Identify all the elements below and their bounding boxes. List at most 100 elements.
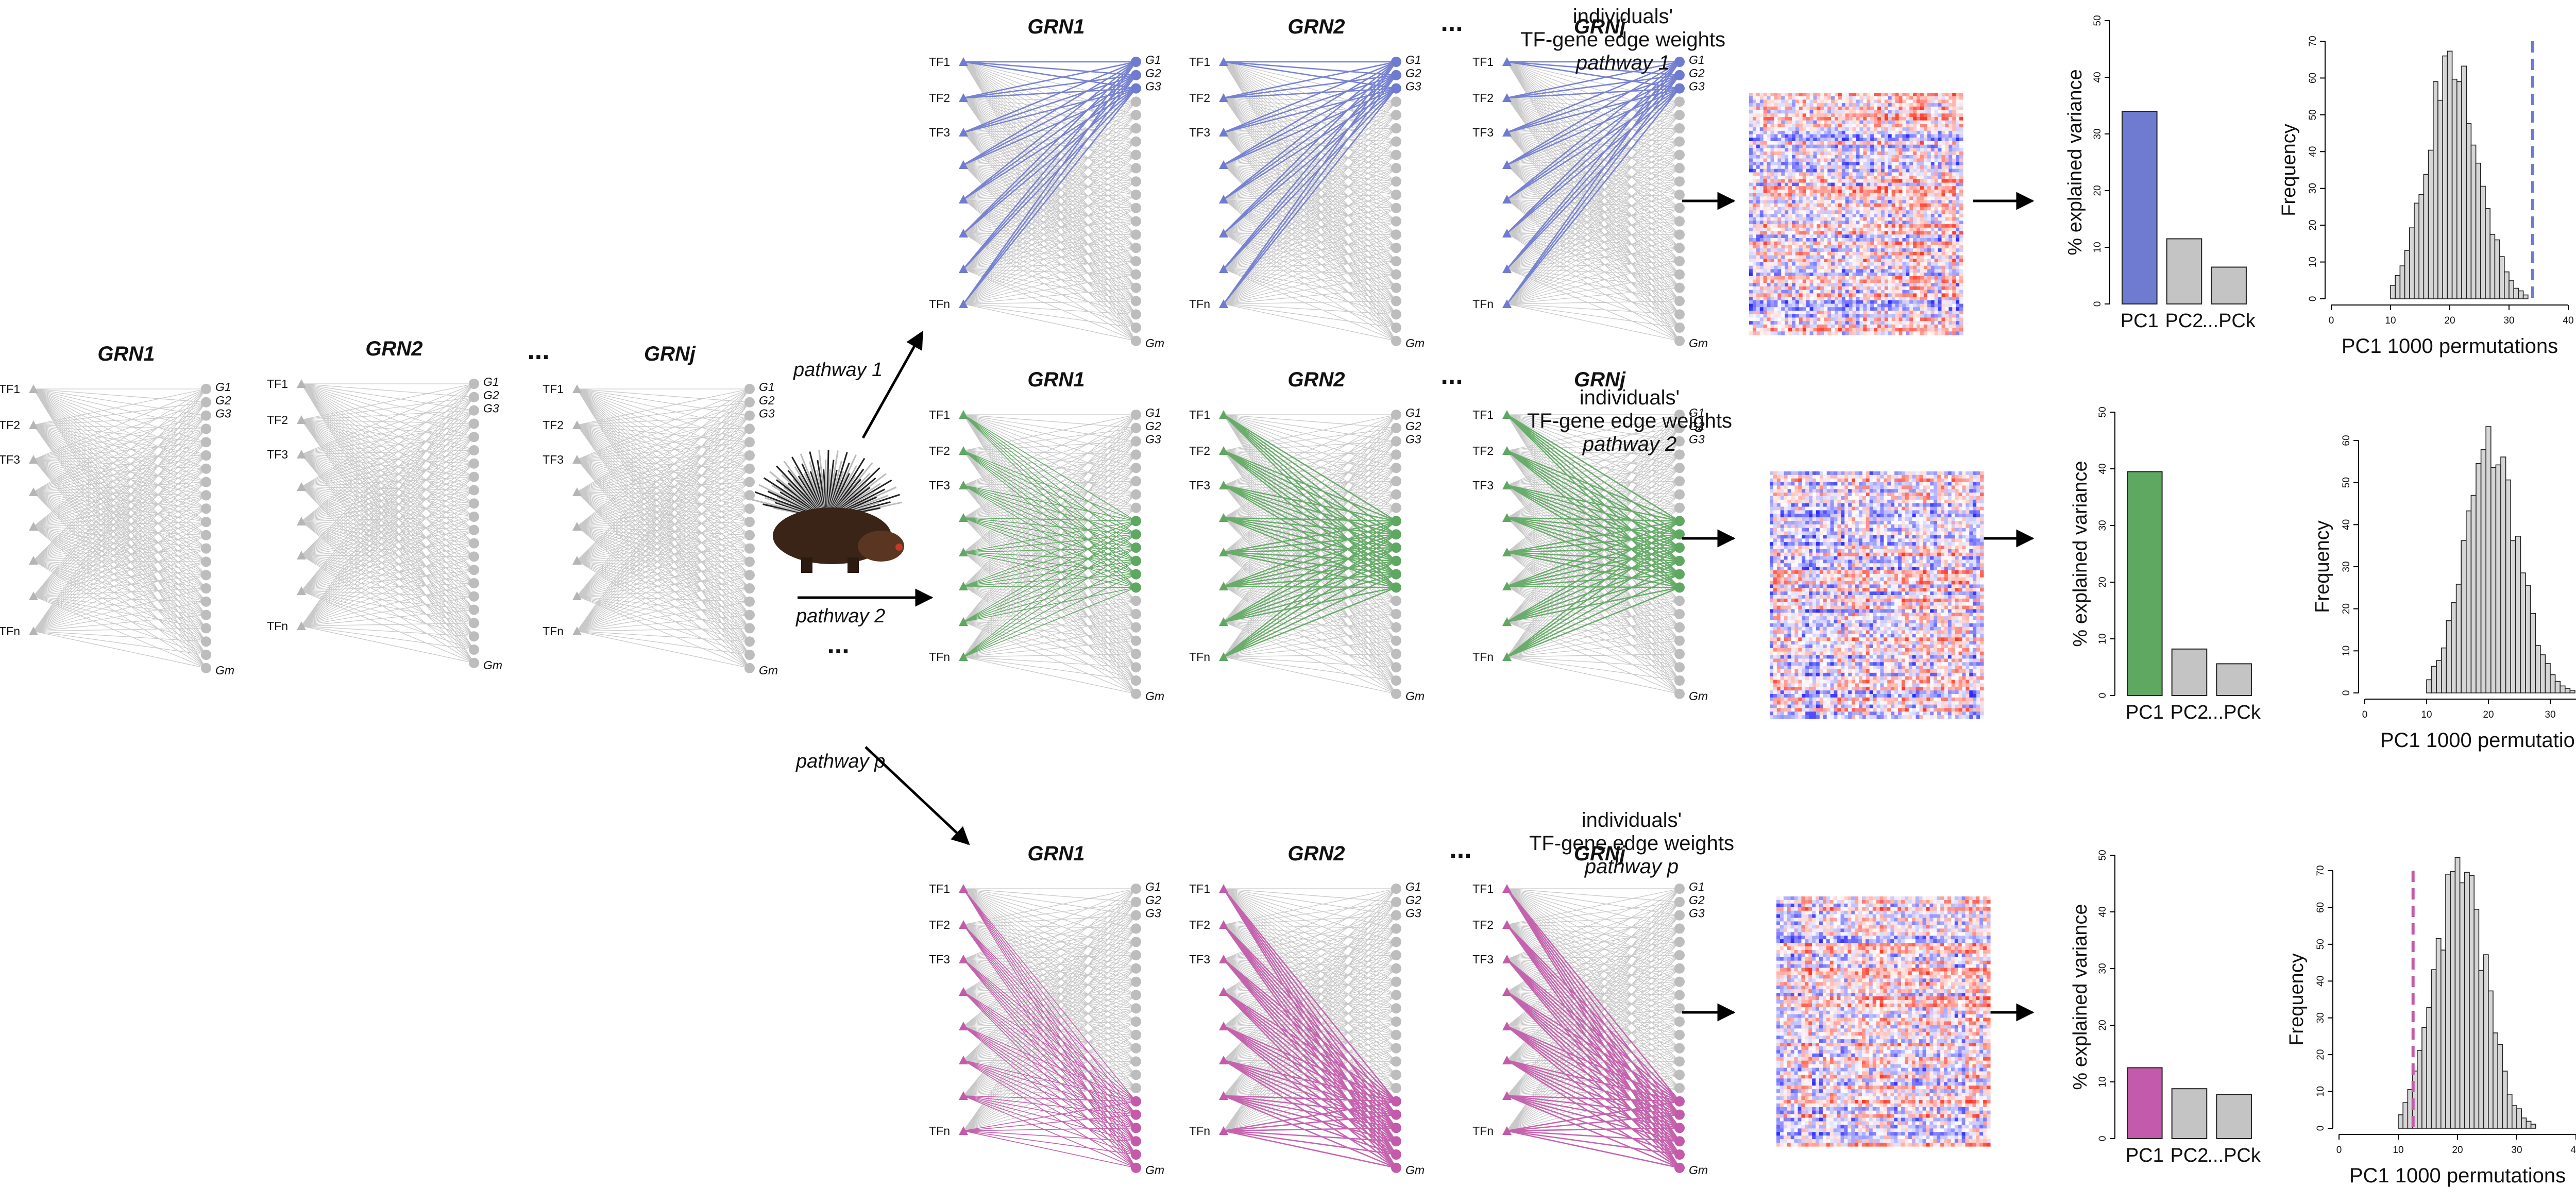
gene-node: [1391, 463, 1401, 473]
heatmap-cell: [1956, 262, 1960, 266]
heatmap-cell: [1917, 290, 1921, 294]
heatmap-cell: [1841, 307, 1846, 311]
heatmap-cell: [1899, 172, 1903, 176]
heatmap-cell: [1956, 269, 1960, 273]
heatmap-cell: [1792, 221, 1796, 225]
heatmap-cell: [1845, 106, 1850, 111]
heatmap-cell: [1852, 231, 1857, 235]
heatmap-cell: [1824, 168, 1828, 173]
heatmap-cell: [1863, 255, 1867, 259]
heatmap-cell: [1959, 231, 1963, 235]
heatmap-cell: [1888, 248, 1892, 252]
heatmap-cell: [1877, 300, 1882, 304]
heatmap-cell: [1874, 158, 1878, 162]
heatmap-cell: [1777, 262, 1782, 266]
heatmap-cell: [1913, 203, 1917, 208]
heatmap-cell: [1880, 245, 1885, 249]
heatmap-cell: [1923, 283, 1928, 287]
heatmap-cell: [1795, 231, 1800, 235]
gene-node: [1391, 1029, 1401, 1040]
heatmap-cell: [1813, 172, 1818, 176]
gene-node: [1391, 1003, 1401, 1014]
heatmap-cell: [1759, 283, 1764, 287]
heatmap-cell: [1898, 474, 1902, 479]
heatmap-cell: [1945, 321, 1949, 325]
heatmap-cell: [1923, 273, 1928, 277]
heatmap-cell: [1934, 182, 1939, 186]
heatmap-cell: [1799, 182, 1803, 186]
heatmap-cell: [1767, 99, 1771, 104]
heatmap-cell: [1813, 317, 1818, 321]
heatmap-cell: [1819, 471, 1824, 476]
heatmap-cell: [1891, 273, 1896, 277]
heatmap-cell: [1770, 214, 1775, 218]
heatmap-cell: [1777, 168, 1782, 173]
heatmap-cell: [1913, 172, 1917, 176]
heatmap-cell: [1934, 251, 1939, 256]
heatmap-cell: [1788, 127, 1792, 131]
heatmap-cell: [1827, 290, 1832, 294]
heatmap-cell: [1859, 113, 1863, 117]
gene-node: [1131, 436, 1141, 447]
heatmap-cell: [1792, 113, 1796, 117]
heatmap-cell: [1884, 103, 1889, 107]
heatmap-cell: [1880, 293, 1885, 297]
heatmap-cell: [1938, 110, 1942, 114]
porcupine-quill: [836, 477, 876, 512]
gene-node: [1391, 110, 1401, 121]
heatmap-cell: [1909, 269, 1913, 273]
heatmap-cell: [1785, 300, 1789, 304]
gene-node: [1391, 609, 1401, 619]
heatmap-cell: [1874, 190, 1878, 194]
heatmap-cell: [1749, 179, 1753, 183]
heatmap-cell: [1956, 321, 1960, 325]
heatmap-cell: [1759, 155, 1764, 159]
heatmap-cell: [1792, 134, 1796, 138]
heatmap-cell: [1788, 290, 1792, 294]
heatmap-cell: [1948, 279, 1953, 283]
grey-edges: [301, 383, 474, 664]
heatmap-cell: [1788, 148, 1792, 152]
gene-node: [1391, 243, 1401, 253]
heatmap-cell: [1884, 151, 1889, 156]
heatmap-cell: [1838, 217, 1842, 222]
tf-label: TF1: [1472, 882, 1494, 895]
heatmap-cell: [1795, 117, 1800, 121]
heatmap-cell: [1781, 117, 1785, 121]
heatmap-cell: [1752, 241, 1757, 246]
heatmap-cell: [1951, 474, 1956, 479]
heatmap-cell: [1795, 245, 1800, 249]
heatmap-cell: [1920, 307, 1924, 311]
heatmap-cell: [1902, 190, 1906, 194]
heatmap-cell: [1795, 113, 1800, 117]
heatmap-cell: [1752, 162, 1757, 166]
heatmap-cell: [1849, 234, 1853, 239]
heatmap-cell: [1909, 311, 1913, 315]
heatmap-cell: [1820, 297, 1824, 301]
heatmap-cell: [1759, 269, 1764, 273]
heatmap-cell: [1880, 331, 1885, 335]
heatmap-cell: [1817, 138, 1821, 142]
heatmap-cell: [1799, 217, 1803, 222]
heatmap-cell: [1820, 221, 1824, 225]
heatmap-cell: [1770, 317, 1775, 321]
tf-label: TF2: [929, 918, 950, 931]
heatmap-cell: [1788, 300, 1792, 304]
heatmap-cell: [1909, 179, 1913, 183]
heatmap-cell: [1877, 130, 1882, 135]
heatmap-cell: [1756, 297, 1760, 301]
heatmap-cell: [1952, 324, 1956, 329]
heatmap-cell: [1831, 331, 1835, 335]
heatmap-cell: [1785, 251, 1789, 256]
heatmap-cell: [1831, 148, 1835, 152]
heatmap-cell: [1898, 471, 1902, 476]
heatmap-cell: [1870, 259, 1874, 263]
gene-node: [201, 437, 211, 448]
tf-label: TFn: [1472, 1124, 1494, 1138]
heatmap-cell: [1891, 290, 1896, 294]
heatmap-cell: [1774, 214, 1778, 218]
heatmap-cell: [1877, 290, 1882, 294]
heatmap-cell: [1799, 176, 1803, 180]
heatmap-cell: [1938, 196, 1942, 200]
heatmap-cell: [1752, 200, 1757, 204]
